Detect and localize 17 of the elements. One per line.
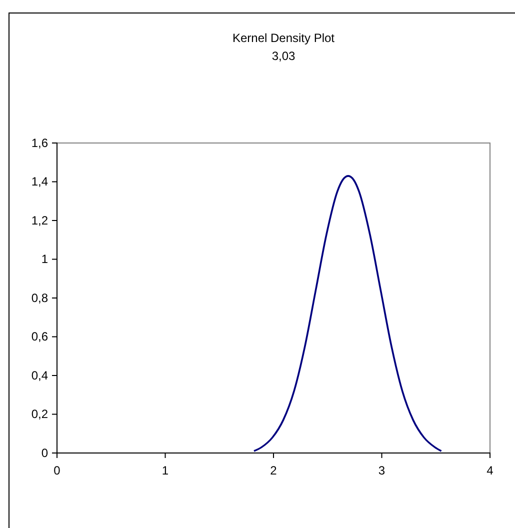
y-tick-label: 1: [41, 252, 48, 266]
y-tick-label: 0,4: [31, 368, 48, 382]
x-tick-label: 1: [162, 464, 169, 478]
x-tick-label: 0: [54, 464, 61, 478]
y-tick-label: 1,6: [31, 136, 48, 150]
y-tick-label: 1,4: [31, 174, 48, 189]
y-tick-label: 0,2: [31, 407, 48, 422]
y-tick-label: 1,2: [31, 213, 48, 228]
x-tick-label: 4: [486, 464, 494, 478]
chart-title: Kernel Density Plot: [232, 31, 336, 45]
x-tick-label: 3: [378, 464, 386, 478]
y-tick-label: 0,8: [31, 290, 48, 305]
y-tick-label: 0,6: [31, 330, 48, 344]
line-series: [253, 175, 442, 452]
x-tick-label: 2: [270, 464, 278, 478]
y-tick-label: 0: [41, 446, 48, 460]
chart-subtitle: 3,03: [272, 49, 296, 63]
